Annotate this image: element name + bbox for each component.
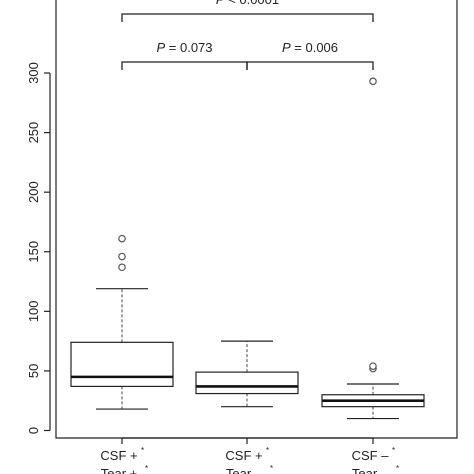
x-category-label-line1: CSF + xyxy=(225,448,262,463)
x-category-sup-line2: * xyxy=(396,464,399,473)
boxes xyxy=(70,77,425,420)
y-axis: 0 50 100 150 200 250 300 xyxy=(26,62,51,434)
x-category-sup-line2: * xyxy=(270,464,273,473)
bracket-line xyxy=(121,13,374,22)
outlier-point xyxy=(118,234,126,243)
y-tick-label-50: 50 xyxy=(26,364,41,378)
x-category-label-line2: Tear + xyxy=(101,466,138,474)
p-value-text: < 0.0001 xyxy=(225,0,280,7)
x-category-label-line1: CSF – xyxy=(352,448,390,463)
outlier-point xyxy=(369,77,377,86)
comparison-2: P = 0.073 xyxy=(121,40,248,70)
comparison-3: P = 0.006 xyxy=(246,40,374,70)
outlier-point xyxy=(369,362,377,370)
p-value-text: = 0.006 xyxy=(291,40,338,55)
y-tick-label-0: 0 xyxy=(26,427,41,434)
y-tick-label-300: 300 xyxy=(26,62,41,84)
x-category-label-line2: Tear – xyxy=(352,466,389,474)
outlier-point xyxy=(118,263,126,272)
x-category-sup-line2: * xyxy=(145,464,148,473)
p-value-label: P = 0.006 xyxy=(282,40,338,55)
y-tick-label-150: 150 xyxy=(26,241,41,263)
y-tick-label-250: 250 xyxy=(26,122,41,144)
y-tick-label-100: 100 xyxy=(26,300,41,322)
x-category-sup-line1: * xyxy=(392,446,395,455)
x-category-label-line2: Tear – xyxy=(226,466,263,474)
box-group-2 xyxy=(195,340,299,408)
box-group-3 xyxy=(321,77,425,420)
comparison-1: P < 0.0001 xyxy=(121,0,374,22)
p-symbol: P xyxy=(216,0,225,7)
x-category-label-line1: CSF + xyxy=(100,448,137,463)
x-category-sup-line1: * xyxy=(266,446,269,455)
bracket-line xyxy=(121,61,248,70)
bracket-line xyxy=(246,61,374,70)
p-symbol: P xyxy=(156,40,165,55)
iqr-box xyxy=(195,371,299,395)
p-symbol: P xyxy=(282,40,291,55)
x-axis: CSF + *Tear + *CSF + *Tear – *CSF – *Tear – * xyxy=(100,437,399,474)
outlier-point xyxy=(118,252,126,261)
p-value-text: = 0.073 xyxy=(165,40,212,55)
box-group-1 xyxy=(70,234,174,410)
y-tick-label-200: 200 xyxy=(26,181,41,203)
x-category-sup-line1: * xyxy=(141,446,144,455)
p-value-label: P < 0.0001 xyxy=(216,0,279,7)
p-value-label: P = 0.073 xyxy=(156,40,212,55)
iqr-box xyxy=(70,341,174,388)
